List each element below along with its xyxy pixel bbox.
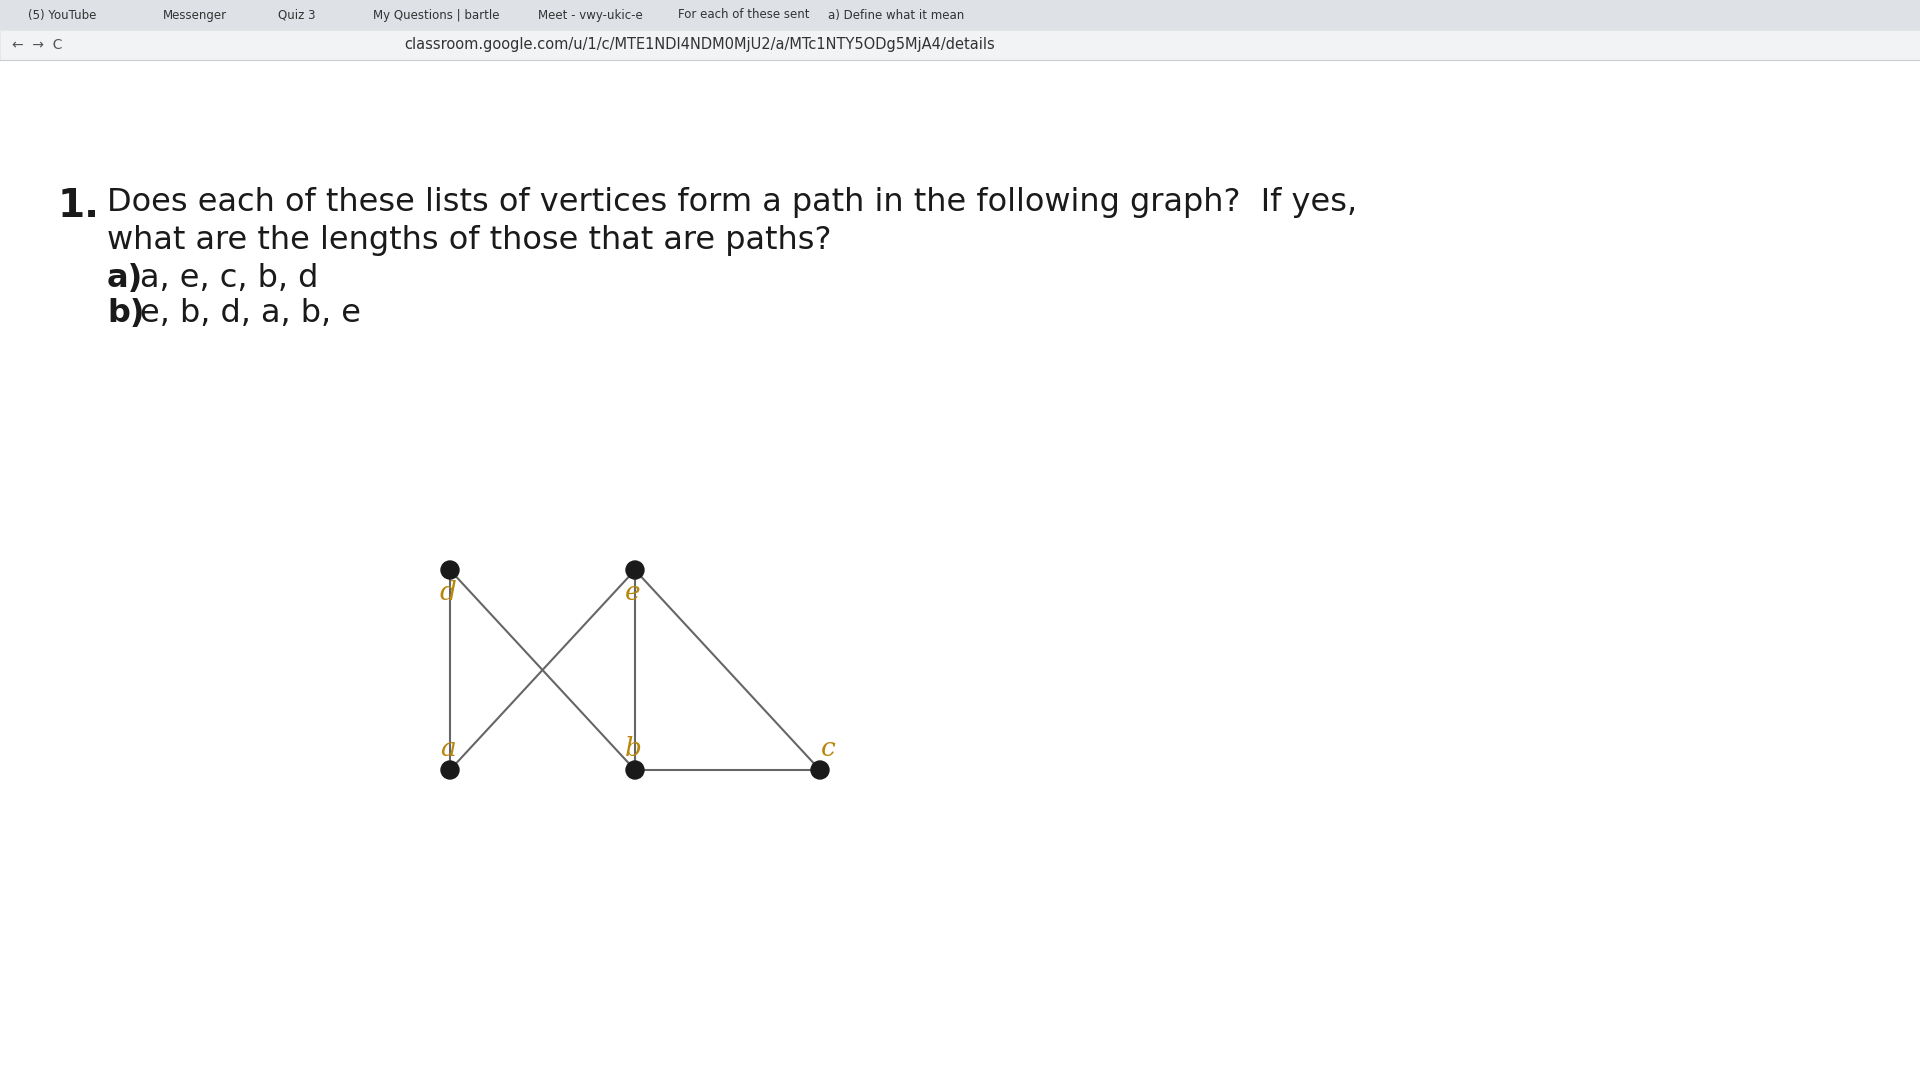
Bar — [0, 0, 1920, 30]
Text: a, e, c, b, d: a, e, c, b, d — [140, 264, 319, 294]
Circle shape — [626, 561, 643, 579]
Circle shape — [810, 761, 829, 779]
Text: e, b, d, a, b, e: e, b, d, a, b, e — [140, 298, 361, 329]
Text: a: a — [440, 735, 455, 760]
Circle shape — [442, 761, 459, 779]
Text: (5) YouTube: (5) YouTube — [29, 9, 96, 22]
Text: what are the lengths of those that are paths?: what are the lengths of those that are p… — [108, 225, 831, 256]
Text: Meet - vwy-ukic-e: Meet - vwy-ukic-e — [538, 9, 643, 22]
Text: classroom.google.com/u/1/c/MTE1NDI4NDM0MjU2/a/MTc1NTY5ODg5MjA4/details: classroom.google.com/u/1/c/MTE1NDI4NDM0M… — [405, 38, 995, 53]
Text: a) Define what it mean: a) Define what it mean — [828, 9, 964, 22]
Circle shape — [442, 561, 459, 579]
Text: b: b — [624, 735, 641, 760]
Bar — [0, 30, 1920, 60]
Text: My Questions | bartle: My Questions | bartle — [372, 9, 499, 22]
Text: a): a) — [108, 264, 144, 294]
Text: c: c — [820, 735, 835, 760]
Text: 1.: 1. — [58, 187, 100, 225]
Text: ←  →  C: ← → C — [12, 38, 63, 52]
Text: Does each of these lists of vertices form a path in the following graph?  If yes: Does each of these lists of vertices for… — [108, 187, 1357, 218]
Text: Quiz 3: Quiz 3 — [278, 9, 315, 22]
Text: Messenger: Messenger — [163, 9, 227, 22]
Text: e: e — [626, 580, 641, 605]
Text: d: d — [440, 580, 457, 605]
Text: For each of these sent: For each of these sent — [678, 9, 810, 22]
Text: b): b) — [108, 298, 144, 329]
Circle shape — [626, 761, 643, 779]
